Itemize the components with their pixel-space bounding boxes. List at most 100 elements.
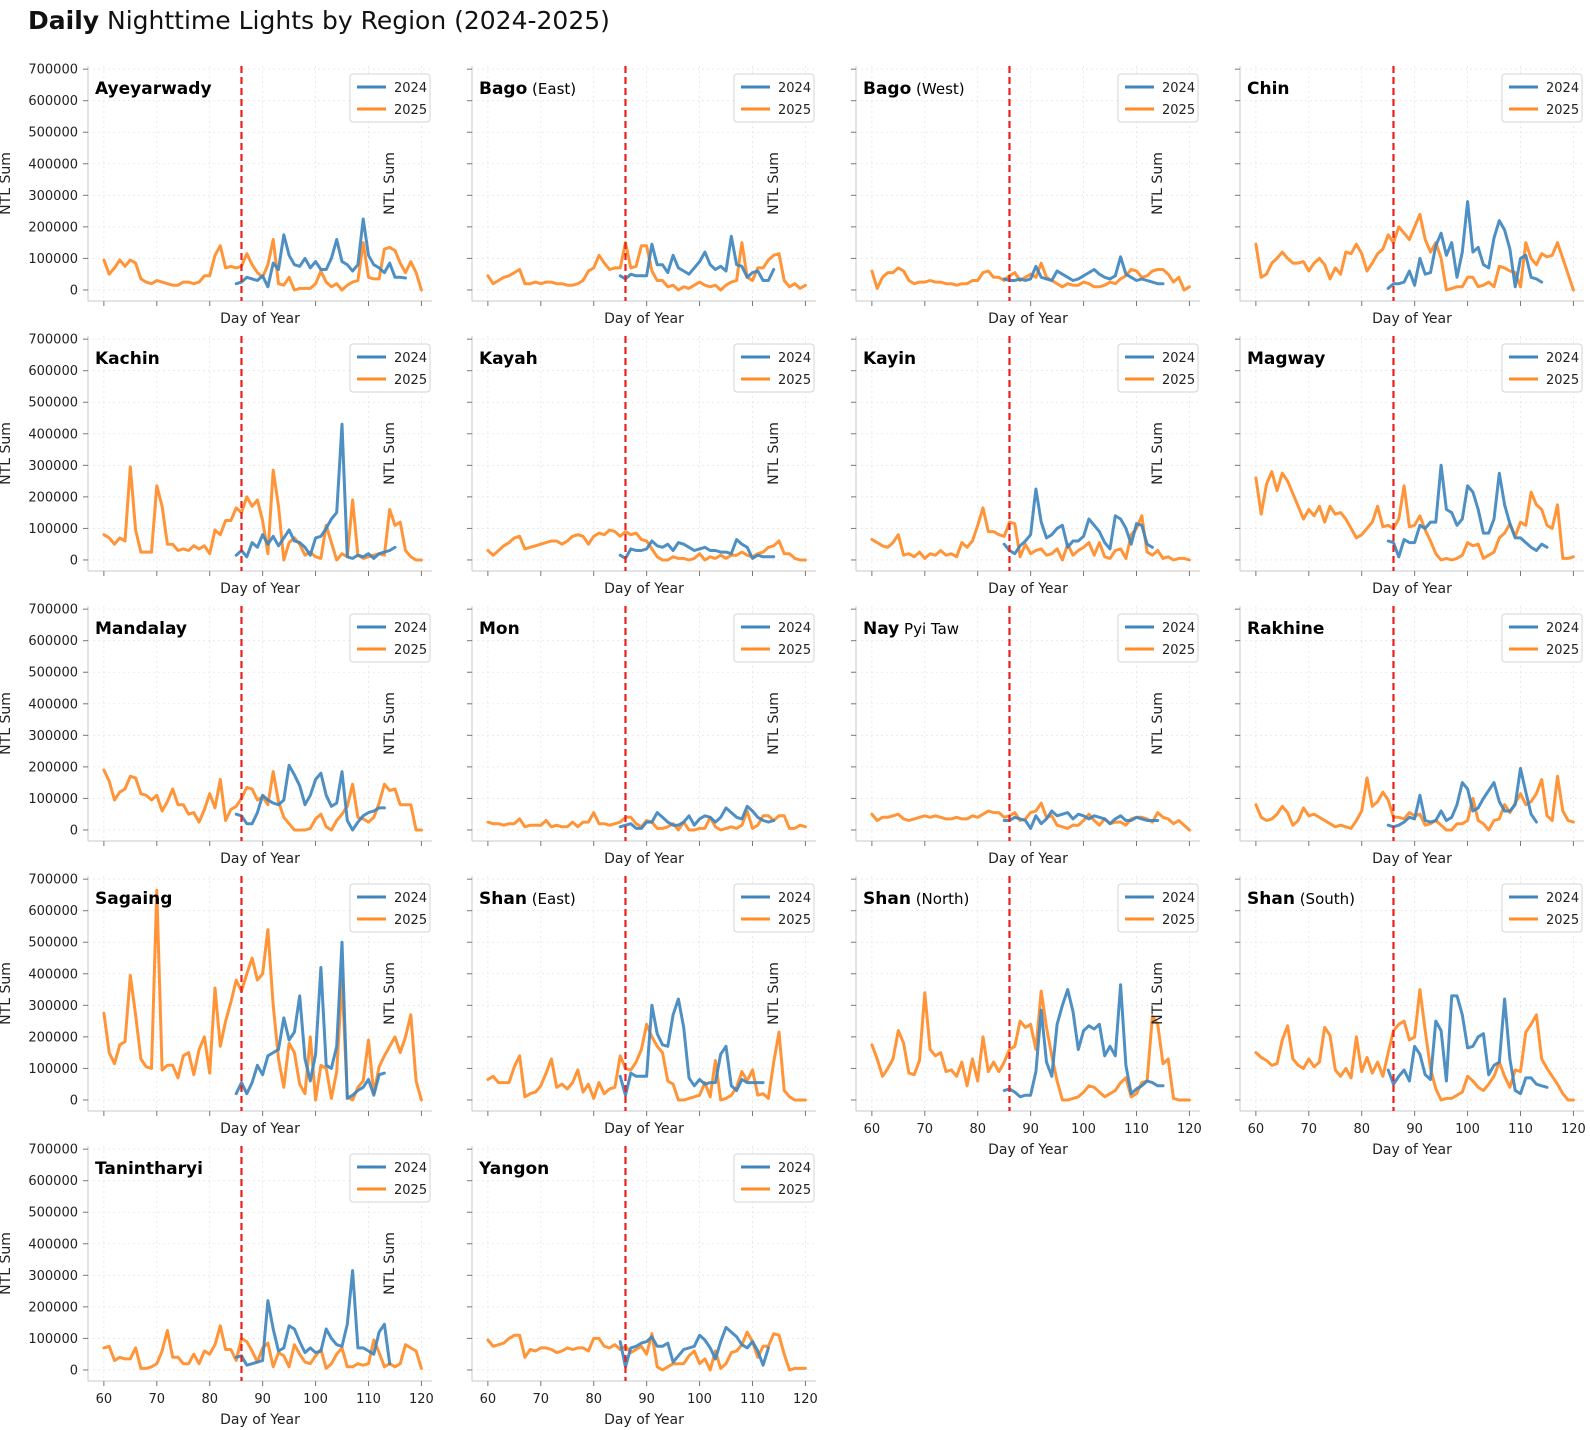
- y-tick-label: 200000: [28, 490, 78, 505]
- panel-title-bold: Kachin: [95, 349, 160, 369]
- panel-ayeyarwady: 0 100000 200000 300000 400000 500000 600000 700…: [0, 63, 432, 327]
- panel-bago-east: Day of Year NTL Sum Bago (East) 2024 2025: [382, 66, 816, 327]
- x-axis-label: Day of Year: [988, 1142, 1068, 1158]
- y-tick-label: 200000: [28, 760, 78, 775]
- y-axis-label: NTL Sum: [766, 962, 782, 1025]
- panel-title-bold: Mandalay: [95, 619, 187, 639]
- x-tick-label: 60: [864, 1122, 881, 1137]
- x-tick-label: 100: [1071, 1122, 1096, 1137]
- panel-title: Kayin: [863, 349, 916, 369]
- x-tick-label: 120: [793, 1392, 818, 1407]
- legend-label-2025: 2025: [778, 373, 811, 388]
- x-tick-label: 80: [969, 1122, 986, 1137]
- panel-title-bold: Bago: [479, 79, 527, 99]
- y-axis-label: NTL Sum: [0, 1232, 14, 1295]
- y-tick-label: 500000: [28, 666, 78, 681]
- x-axis-label: Day of Year: [988, 581, 1068, 597]
- legend-label-2024: 2024: [394, 1161, 427, 1176]
- y-tick-label: 0: [70, 1363, 78, 1378]
- x-tick-label: 80: [585, 1392, 602, 1407]
- y-tick-label: 100000: [28, 792, 78, 807]
- x-axis-label: Day of Year: [604, 581, 684, 597]
- panel-title: Yangon: [478, 1159, 549, 1179]
- page-title: Daily Nighttime Lights by Region (2024-2…: [28, 6, 610, 35]
- panel-title: Shan (North): [863, 889, 969, 909]
- y-tick-label: 0: [70, 823, 78, 838]
- series-line-2024: [618, 234, 776, 282]
- y-tick-label: 300000: [28, 999, 78, 1014]
- y-tick-label: 100000: [28, 522, 78, 537]
- panel-kayah: Day of Year NTL Sum Kayah 2024 2025: [382, 336, 816, 597]
- panel-title-bold: Ayeyarwady: [95, 79, 212, 99]
- series-line-2024: [234, 763, 386, 832]
- series-line-2024: [618, 1325, 770, 1369]
- panel-title-bold: Kayah: [479, 349, 538, 369]
- legend-label-2025: 2025: [1162, 103, 1195, 118]
- y-tick-label: 500000: [28, 1206, 78, 1221]
- panel-title-suffix: (North): [911, 890, 969, 908]
- x-tick-label: 90: [1406, 1122, 1423, 1137]
- legend-label-2025: 2025: [394, 373, 427, 388]
- legend-label-2024: 2024: [1546, 891, 1579, 906]
- panel-title: Bago (West): [863, 79, 965, 99]
- legend-label-2025: 2025: [394, 103, 427, 118]
- y-tick-label: 400000: [28, 697, 78, 712]
- y-tick-label: 200000: [28, 220, 78, 235]
- legend-label-2025: 2025: [1546, 913, 1579, 928]
- series-line-2024: [234, 1269, 392, 1367]
- panel-title: Nay Pyi Taw: [863, 619, 959, 639]
- x-axis-label: Day of Year: [604, 1121, 684, 1137]
- y-axis-label: NTL Sum: [382, 962, 398, 1025]
- panel-title: Rakhine: [1247, 619, 1324, 639]
- x-axis-label: Day of Year: [604, 851, 684, 867]
- legend-label-2025: 2025: [1546, 373, 1579, 388]
- y-axis-label: NTL Sum: [766, 152, 782, 215]
- legend-label-2024: 2024: [1162, 81, 1195, 96]
- panel-title: Sagaing: [95, 889, 172, 909]
- y-tick-label: 300000: [28, 1269, 78, 1284]
- page-title-rest: Nighttime Lights by Region (2024-2025): [99, 6, 610, 35]
- panel-title-bold: Nay: [863, 619, 899, 639]
- legend-label-2025: 2025: [1162, 373, 1195, 388]
- y-tick-label: 500000: [28, 396, 78, 411]
- legend-label-2025: 2025: [778, 913, 811, 928]
- x-tick-label: 70: [917, 1122, 934, 1137]
- panel-title: Bago (East): [479, 79, 576, 99]
- panel-title-bold: Shan: [863, 889, 911, 909]
- panel-rakhine: Day of Year NTL Sum Rakhine 2024 2025: [1150, 606, 1584, 867]
- legend-label-2025: 2025: [1546, 643, 1579, 658]
- x-axis-label: Day of Year: [604, 1412, 684, 1428]
- x-tick-label: 120: [1177, 1122, 1202, 1137]
- x-axis-label: Day of Year: [1372, 1142, 1452, 1158]
- panel-title-bold: Kayin: [863, 349, 916, 369]
- legend-label-2025: 2025: [778, 103, 811, 118]
- y-tick-label: 600000: [28, 1174, 78, 1189]
- panel-chin: Day of Year NTL Sum Chin 2024 2025: [1150, 66, 1584, 327]
- x-tick-label: 70: [1301, 1122, 1318, 1137]
- y-tick-label: 400000: [28, 967, 78, 982]
- series-line-2024: [1386, 463, 1549, 559]
- legend-label-2024: 2024: [394, 891, 427, 906]
- series-line-2024: [1002, 809, 1160, 830]
- panel-sagaing: 0 100000 200000 300000 400000 500000 600000 700…: [0, 873, 432, 1137]
- y-axis-label: NTL Sum: [1150, 692, 1166, 755]
- y-tick-label: 400000: [28, 157, 78, 172]
- panel-yangon: 60 70 80 90 100 110 120 Day of Year NTL Sum Yango…: [382, 1146, 818, 1428]
- panel-title: Magway: [1247, 349, 1325, 369]
- panel-shan-south: 60 70 80 90 100 110 120 Day of Year NTL Sum Shan …: [1150, 876, 1586, 1158]
- page-title-bold: Daily: [28, 6, 100, 35]
- y-tick-label: 300000: [28, 189, 78, 204]
- y-tick-label: 700000: [28, 63, 78, 78]
- panel-title-bold: Chin: [1247, 79, 1290, 99]
- legend-label-2024: 2024: [778, 891, 811, 906]
- legend-label-2024: 2024: [1162, 351, 1195, 366]
- legend-label-2024: 2024: [1162, 621, 1195, 636]
- panel-title: Ayeyarwady: [95, 79, 212, 99]
- legend-label-2024: 2024: [394, 351, 427, 366]
- panel-title: Chin: [1247, 79, 1290, 99]
- legend-label-2025: 2025: [1546, 103, 1579, 118]
- series-line-2025: [870, 989, 1191, 1102]
- panel-title: Mon: [479, 619, 520, 639]
- legend-label-2025: 2025: [778, 1183, 811, 1198]
